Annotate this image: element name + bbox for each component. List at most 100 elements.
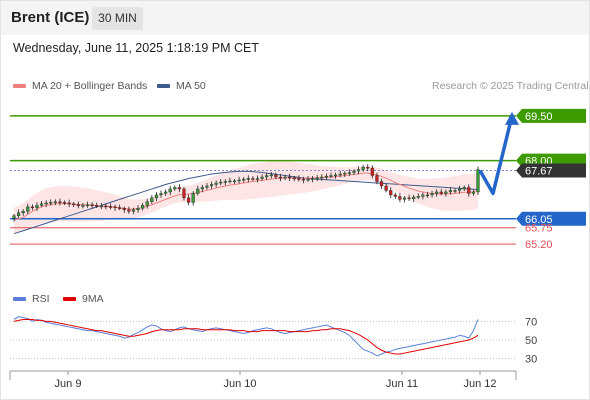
candle-body-25 bbox=[127, 209, 131, 212]
candle-body-45 bbox=[219, 181, 223, 184]
candle-body-14 bbox=[76, 204, 80, 206]
candle-body-27 bbox=[136, 208, 140, 211]
candle-body-57 bbox=[274, 174, 278, 178]
candle-body-74 bbox=[352, 170, 356, 173]
candle-body-55 bbox=[265, 175, 269, 178]
candle-body-54 bbox=[260, 176, 264, 179]
candle-body-50 bbox=[242, 178, 246, 181]
price-label-3: 66.05 bbox=[525, 214, 553, 226]
candle-body-43 bbox=[209, 184, 214, 187]
candle-body-61 bbox=[292, 177, 296, 180]
candle-body-82 bbox=[389, 190, 393, 196]
candle-body-67 bbox=[320, 176, 324, 179]
time-label-2: Jun 11 bbox=[386, 378, 418, 390]
candle-body-21 bbox=[108, 206, 113, 208]
candle-body-92 bbox=[435, 191, 439, 194]
rsi-ma-swatch bbox=[63, 297, 76, 302]
candle-body-63 bbox=[301, 178, 306, 181]
candle-body-1 bbox=[16, 212, 21, 217]
legend-rsi: RSI bbox=[13, 293, 50, 305]
candle-body-19 bbox=[99, 205, 103, 208]
time-label-1: Jun 10 bbox=[223, 378, 256, 390]
candle-body-68 bbox=[324, 175, 328, 178]
candle-body-49 bbox=[237, 179, 241, 182]
candle-body-64 bbox=[306, 178, 310, 181]
price-label-2: 67.67 bbox=[525, 165, 553, 177]
candle-body-52 bbox=[251, 178, 255, 180]
candle-body-38 bbox=[186, 197, 191, 203]
candle-body-12 bbox=[67, 202, 71, 205]
legend-ma50: MA 50 bbox=[157, 80, 206, 92]
candle-body-91 bbox=[430, 193, 434, 196]
candle-body-62 bbox=[297, 178, 301, 180]
candle-body-0 bbox=[12, 215, 16, 219]
candle-body-90 bbox=[425, 194, 430, 197]
rsi-axis-label-1: 50 bbox=[525, 335, 537, 347]
forecast-arrowhead bbox=[505, 111, 519, 125]
candle-body-32 bbox=[159, 193, 163, 196]
candle-body-99 bbox=[467, 187, 471, 194]
bollinger-band bbox=[14, 160, 478, 233]
candle-body-48 bbox=[232, 180, 237, 183]
candle-body-78 bbox=[370, 167, 374, 176]
rsi-label: RSI bbox=[32, 293, 50, 305]
candle-body-10 bbox=[58, 201, 62, 203]
candle-body-6 bbox=[39, 203, 44, 206]
candle-body-86 bbox=[407, 197, 411, 200]
time-label-3: Jun 12 bbox=[463, 378, 496, 390]
ma20-label: MA 20 + Bollinger Bands bbox=[32, 80, 148, 92]
rsi-axis-label-0: 70 bbox=[525, 316, 537, 328]
candle-body-89 bbox=[421, 194, 425, 197]
instrument-title: Brent (ICE) bbox=[11, 9, 90, 26]
candle-body-22 bbox=[113, 206, 117, 209]
candle-body-13 bbox=[72, 203, 76, 206]
candle-body-23 bbox=[118, 207, 122, 209]
candle-body-39 bbox=[191, 193, 195, 203]
candle-body-73 bbox=[347, 172, 351, 174]
candle-body-24 bbox=[122, 208, 126, 211]
rsi-ma-label: 9MA bbox=[82, 293, 104, 305]
price-label-4: 65.75 bbox=[525, 223, 553, 235]
candle-body-97 bbox=[458, 188, 462, 191]
ma50-label: MA 50 bbox=[176, 80, 206, 92]
candle-body-40 bbox=[196, 188, 200, 194]
credit-text: Research © 2025 Trading Central bbox=[432, 80, 589, 92]
ma20-swatch bbox=[13, 84, 26, 89]
candle-body-77 bbox=[366, 166, 370, 169]
candle-body-33 bbox=[164, 191, 168, 194]
candle-body-29 bbox=[145, 201, 149, 206]
candles bbox=[12, 164, 480, 222]
candle-body-85 bbox=[402, 197, 407, 200]
candle-body-8 bbox=[49, 202, 53, 204]
candle-body-76 bbox=[361, 166, 365, 170]
candle-body-31 bbox=[154, 194, 159, 199]
candle-body-101 bbox=[476, 169, 480, 193]
candle-body-44 bbox=[214, 182, 218, 185]
candle-body-84 bbox=[398, 196, 402, 200]
candle-body-51 bbox=[246, 178, 250, 180]
candle-body-34 bbox=[168, 188, 172, 193]
candle-body-98 bbox=[462, 187, 466, 190]
candle-body-5 bbox=[35, 205, 39, 208]
candle-body-3 bbox=[26, 206, 30, 212]
candle-body-17 bbox=[90, 204, 94, 206]
candle-body-2 bbox=[21, 211, 25, 214]
candle-body-69 bbox=[329, 175, 333, 177]
candle-body-88 bbox=[416, 196, 420, 198]
candle-body-66 bbox=[315, 177, 319, 180]
rsi-swatch bbox=[13, 297, 26, 302]
timeframe-button[interactable]: 30 MIN bbox=[92, 7, 143, 30]
timestamp: Wednesday, June 11, 2025 1:18:19 PM CET bbox=[13, 41, 259, 55]
candle-body-41 bbox=[200, 187, 204, 190]
candle-body-56 bbox=[269, 174, 273, 177]
candle-body-28 bbox=[141, 205, 145, 209]
candle-body-15 bbox=[81, 205, 85, 207]
price-label-0: 69.50 bbox=[525, 111, 553, 123]
candle-body-36 bbox=[177, 187, 181, 190]
candle-body-35 bbox=[173, 187, 177, 190]
candle-body-87 bbox=[412, 196, 416, 200]
candle-body-47 bbox=[228, 180, 232, 183]
rsi-line bbox=[13, 316, 479, 357]
candle-body-72 bbox=[343, 172, 347, 175]
legend-ma20: MA 20 + Bollinger Bands bbox=[13, 80, 147, 92]
